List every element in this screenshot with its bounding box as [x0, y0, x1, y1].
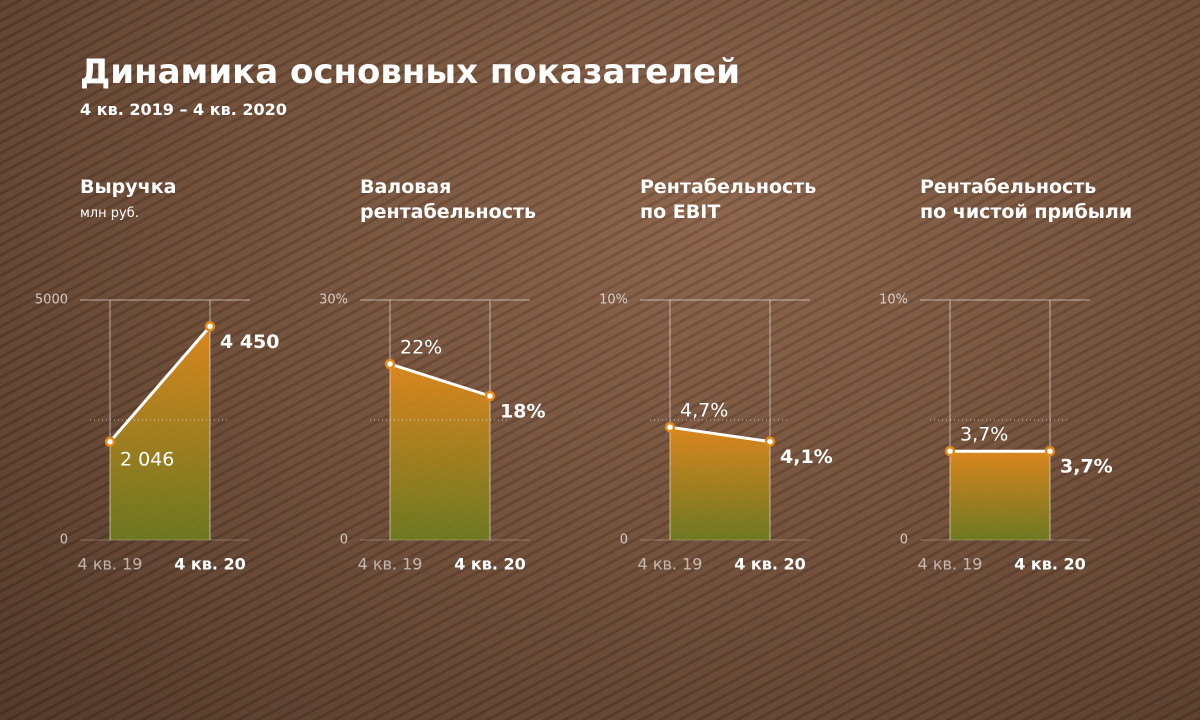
y-tick-label: 5000: [35, 293, 68, 308]
value-label: 4,1%: [780, 446, 833, 468]
value-label: 4 450: [220, 331, 280, 353]
value-label: 2 046: [120, 448, 174, 470]
chart-title: Выручка: [80, 176, 177, 198]
area: [950, 451, 1050, 540]
value-label: 4,7%: [680, 400, 728, 422]
x-tick-label: 4 кв. 19: [78, 555, 143, 574]
line: [108, 325, 212, 443]
x-tick-label: 4 кв. 20: [454, 555, 526, 574]
point: [764, 436, 776, 447]
x-tick-label: 4 кв. 20: [734, 555, 806, 574]
y-tick-label: 30%: [319, 293, 348, 308]
y-tick-label: 0: [620, 533, 628, 548]
x-tick-label: 4 кв. 20: [174, 555, 246, 574]
point: [384, 358, 396, 370]
value-label: 18%: [500, 401, 545, 423]
point: [204, 321, 216, 332]
x-tick-label: 4 кв. 20: [1014, 555, 1086, 574]
subtitle: 4 кв. 2019 – 4 кв. 2020: [80, 100, 287, 119]
y-tick-label: 0: [340, 533, 348, 548]
y-tick-label: 0: [60, 533, 68, 548]
point: [1044, 445, 1056, 457]
x-tick-label: 4 кв. 19: [918, 555, 983, 574]
y-tick-label: 10%: [879, 293, 908, 308]
title: Динамика основных показателей: [80, 52, 741, 92]
point: [104, 436, 116, 448]
x-tick-label: 4 кв. 19: [358, 555, 423, 574]
x-tick-label: 4 кв. 19: [638, 555, 703, 574]
area: [390, 364, 490, 540]
point: [944, 445, 956, 457]
chart-title: Рентабельность по чистой прибыли: [920, 176, 1133, 223]
chart-title: Рентабельность по EBIT: [640, 176, 817, 223]
point: [664, 421, 676, 433]
chart-title: Валовая рентабельность: [360, 176, 537, 223]
line: [389, 362, 491, 398]
area: [110, 326, 210, 540]
chart-subtitle: млн руб.: [80, 206, 139, 221]
y-tick-label: 0: [900, 533, 908, 548]
area: [670, 427, 770, 540]
value-label: 3,7%: [1060, 456, 1113, 478]
value-label: 22%: [400, 337, 442, 359]
y-tick-label: 10%: [599, 293, 628, 308]
point: [484, 390, 496, 402]
line: [669, 425, 771, 444]
value-label: 3,7%: [960, 424, 1008, 446]
